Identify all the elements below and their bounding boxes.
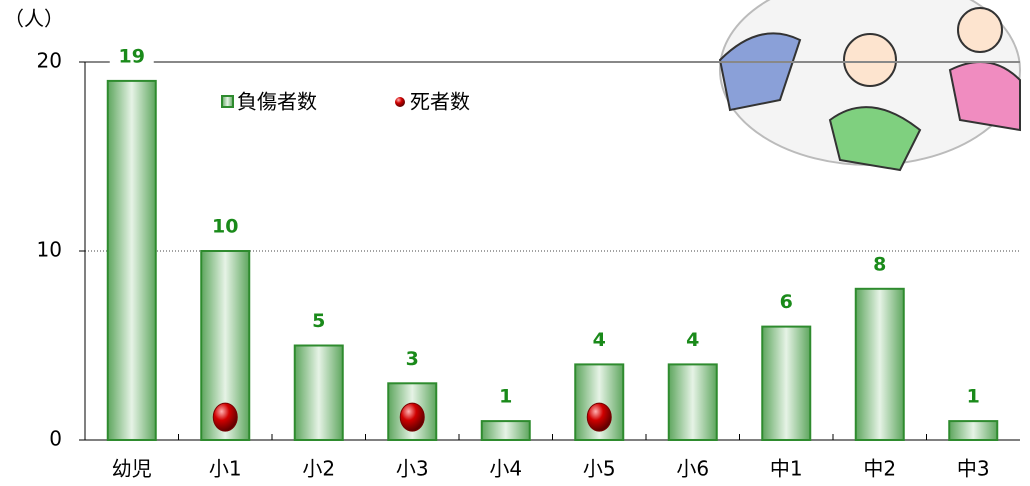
value-label: 6 xyxy=(780,291,793,313)
value-label: 4 xyxy=(686,329,699,351)
bar xyxy=(480,420,531,442)
y-axis-label: （人） xyxy=(4,7,64,31)
y-tick-label: 20 xyxy=(37,49,62,73)
value-label: 5 xyxy=(312,310,325,332)
label-bg xyxy=(109,42,154,71)
x-tick-label: 小3 xyxy=(396,457,429,481)
x-tick-label: 小2 xyxy=(302,457,335,481)
x-tick-label: 小1 xyxy=(209,457,242,481)
illustration xyxy=(718,0,1021,172)
dot xyxy=(399,402,425,432)
bar xyxy=(200,250,251,441)
bar xyxy=(761,325,812,442)
bar xyxy=(106,79,157,442)
dot xyxy=(212,402,238,432)
legend-swatch xyxy=(221,95,234,108)
bar xyxy=(854,287,905,441)
value-label: 4 xyxy=(593,329,606,351)
value-label: 3 xyxy=(406,348,419,370)
bar xyxy=(293,344,344,441)
value-label: 19 xyxy=(119,45,145,67)
x-tick-label: 小6 xyxy=(676,457,709,481)
x-tick-label: 中2 xyxy=(863,457,896,481)
x-tick-label: 中3 xyxy=(957,457,990,481)
dot xyxy=(586,402,612,432)
y-tick-label: 0 xyxy=(49,427,62,451)
value-label: 1 xyxy=(967,386,980,408)
x-tick-label: 中1 xyxy=(770,457,803,481)
x-tick-label: 小4 xyxy=(489,457,522,481)
legend-label: 死者数 xyxy=(410,90,470,114)
bar xyxy=(948,420,999,442)
x-tick-label: 小5 xyxy=(583,457,616,481)
legend-swatch xyxy=(395,97,405,107)
value-label: 8 xyxy=(873,253,886,275)
y-tick-label: 10 xyxy=(37,238,62,262)
x-tick-label: 幼児 xyxy=(112,457,152,481)
bar xyxy=(667,363,718,441)
value-label: 10 xyxy=(212,216,238,238)
legend-label: 負傷者数 xyxy=(237,90,317,114)
value-label: 1 xyxy=(499,386,512,408)
